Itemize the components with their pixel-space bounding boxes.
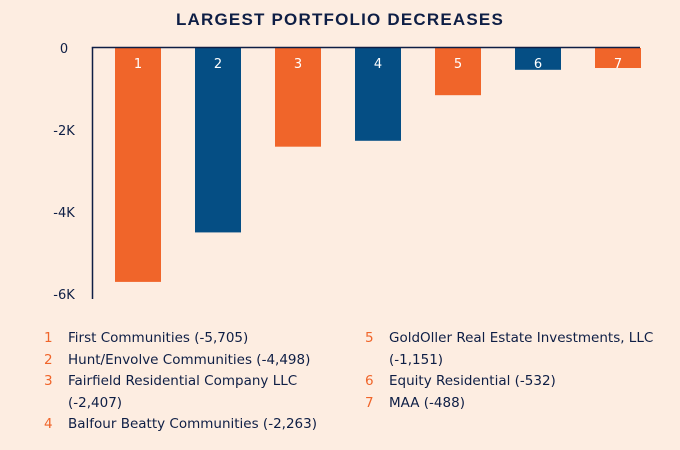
legend-text: GoldOller Real Estate Investments, LLC (… [389,330,654,368]
axes-group [91,46,640,299]
legend-number: 2 [44,351,53,368]
legend-item-1: 1 First Communities (-5,705) [44,328,354,350]
bar-1 [115,48,161,282]
legend-number: 7 [365,394,374,411]
bar-chart: 0 -2K -4K -6K 1 2 3 4 5 6 7 [53,42,641,303]
legend-number: 3 [44,373,53,389]
bar-2 [195,48,241,233]
y-tick-label: 0 [60,42,68,57]
legend-text: MAA (-488) [389,394,465,411]
legend-item-4: 4 Balfour Beatty Communities (-2,263) [44,414,354,436]
bar-5 [435,48,481,96]
legend-item-6: 6 Equity Residential (-532) [365,371,675,393]
legend-number: 6 [365,373,374,389]
legend-text: Equity Residential (-532) [389,373,556,389]
legend-left-column: 1 First Communities (-5,705) 2 Hunt/Envo… [44,328,354,436]
chart-title: LARGEST PORTFOLIO DECREASES [175,10,505,29]
bar-label-4: 4 [374,57,382,72]
legend-text: Balfour Beatty Communities (-2,263) [68,416,317,432]
bar-label-1: 1 [134,57,142,72]
legend-item-7: 7 MAA (-488) [365,393,675,415]
bar-label-2: 2 [214,57,222,72]
legend-item-5: 5 GoldOller Real Estate Investments, LLC… [365,328,675,371]
bar-label-3: 3 [294,57,302,72]
legend-item-3: 3 Fairfield Residential Company LLC (-2,… [44,371,354,414]
y-axis-ticks: 0 -2K -4K -6K [53,42,75,303]
legend-item-2: 2 Hunt/Envolve Communities (-4,498) [44,350,354,372]
legend-text: First Communities (-5,705) [68,330,249,346]
legend-number: 5 [365,330,374,346]
bar-7 [595,48,641,69]
bars-group: 1 2 3 4 5 6 7 [115,48,641,282]
bar-6 [515,48,561,70]
bar-4 [355,48,401,141]
y-tick-label: -4K [53,206,75,221]
bar-3 [275,48,321,147]
bar-label-5: 5 [454,57,462,72]
bar-label-6: 6 [534,57,542,72]
legend-number: 4 [44,416,53,432]
y-tick-label: -6K [53,288,75,303]
legend-number: 1 [44,330,53,346]
legend-text: Fairfield Residential Company LLC (-2,40… [68,373,298,411]
legend-right-column: 5 GoldOller Real Estate Investments, LLC… [365,328,675,414]
legend-text: Hunt/Envolve Communities (-4,498) [68,351,311,368]
y-tick-label: -2K [53,124,75,139]
bar-label-7: 7 [614,57,622,72]
